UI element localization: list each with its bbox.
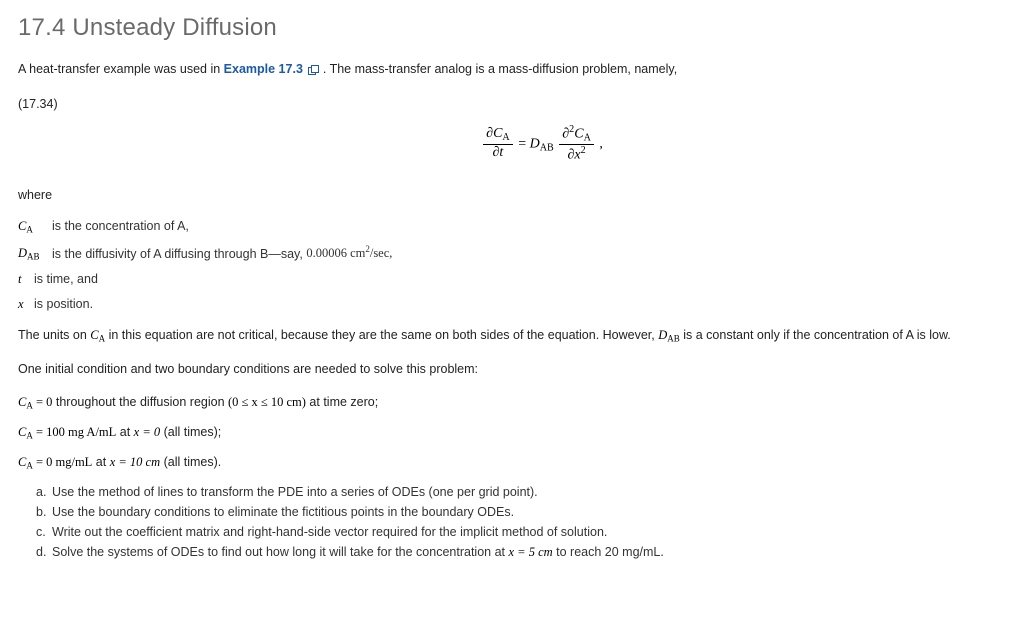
part-d-pre: Solve the systems of ODEs to find out ho… bbox=[52, 545, 508, 559]
conditions-intro: One initial condition and two boundary c… bbox=[18, 360, 1006, 379]
c2-at: at bbox=[116, 425, 133, 439]
def-DAB-val: 0.00006 cm bbox=[306, 246, 365, 260]
units-DAB-D: D bbox=[658, 328, 667, 342]
def-row-CA: CA is the concentration of A, bbox=[18, 219, 1006, 235]
c1-pre: throughout the diffusion region bbox=[52, 395, 228, 409]
def-x-desc: is position. bbox=[34, 297, 1006, 311]
c2-post: (all times); bbox=[160, 425, 221, 439]
part-b-text: Use the boundary conditions to eliminate… bbox=[52, 505, 514, 519]
document-page: 17.4 Unsteady Diffusion A heat-transfer … bbox=[0, 0, 1024, 583]
eq-rhs-den: ∂x bbox=[567, 147, 580, 162]
part-d-math: x = 5 cm bbox=[508, 545, 552, 559]
popout-icon bbox=[308, 62, 319, 81]
intro-paragraph: A heat-transfer example was used in Exam… bbox=[18, 60, 1006, 81]
part-d-post: to reach 20 mg/mL. bbox=[553, 545, 664, 559]
def-CA-symbol: CA bbox=[18, 219, 52, 235]
def-DAB-sub: AB bbox=[27, 252, 40, 262]
c3-post: (all times). bbox=[160, 455, 221, 469]
c1-sub: A bbox=[26, 400, 33, 410]
example-link-text: Example 17.3 bbox=[224, 62, 303, 76]
section-title: 17.4 Unsteady Diffusion bbox=[18, 14, 1006, 42]
units-note-pre: The units on bbox=[18, 328, 90, 342]
def-t-symbol: t bbox=[18, 272, 34, 287]
c1-post: at time zero; bbox=[306, 395, 378, 409]
def-DAB-symbol: DAB bbox=[18, 246, 52, 262]
part-c-text: Write out the coefficient matrix and rig… bbox=[52, 525, 607, 539]
def-t-desc: is time, and bbox=[34, 272, 1006, 286]
eq-rhs-frac: ∂2CA ∂x2 bbox=[559, 124, 594, 165]
units-CA-C: C bbox=[90, 328, 98, 342]
def-CA-desc: is the concentration of A, bbox=[52, 219, 1006, 233]
c3-sub: A bbox=[26, 460, 33, 470]
conditions-block: CA = 0 throughout the diffusion region (… bbox=[18, 393, 1006, 473]
eq-rhs-CA-sub: A bbox=[584, 132, 591, 143]
eq-CA-sub: A bbox=[502, 132, 509, 143]
eq-lhs-den: ∂t bbox=[493, 145, 504, 160]
condition-3: CA = 0 mg/mL at x = 10 cm (all times). bbox=[18, 453, 1006, 473]
c2-eq: = 100 mg A/mL bbox=[36, 425, 116, 439]
eq-lhs-frac: ∂CA ∂t bbox=[483, 126, 513, 162]
equation-number: (17.34) bbox=[18, 95, 1006, 114]
example-link[interactable]: Example 17.3 bbox=[224, 62, 323, 76]
intro-prefix: A heat-transfer example was used in bbox=[18, 62, 224, 76]
c1-range: (0 ≤ x ≤ 10 cm) bbox=[228, 395, 306, 409]
c3-x: x = 10 cm bbox=[110, 455, 160, 469]
equation: ∂CA ∂t = DAB ∂2CA ∂x2 , bbox=[78, 124, 1006, 165]
part-a: a.Use the method of lines to transform t… bbox=[36, 483, 1006, 501]
parts-list: a.Use the method of lines to transform t… bbox=[36, 483, 1006, 562]
part-c: c.Write out the coefficient matrix and r… bbox=[36, 523, 1006, 541]
c1-eq: = 0 bbox=[36, 395, 52, 409]
eq-tail: , bbox=[596, 136, 603, 151]
def-DAB-D: D bbox=[18, 246, 27, 260]
part-a-text: Use the method of lines to transform the… bbox=[52, 485, 538, 499]
c3-at: at bbox=[92, 455, 109, 469]
where-label: where bbox=[18, 186, 1006, 205]
eq-rhs-CA-C: C bbox=[574, 126, 583, 141]
def-row-x: x is position. bbox=[18, 297, 1006, 312]
def-row-t: t is time, and bbox=[18, 272, 1006, 287]
eq-sign: = bbox=[518, 136, 529, 151]
c3-eq: = 0 mg/mL bbox=[36, 455, 92, 469]
units-note: The units on CA in this equation are not… bbox=[18, 326, 1006, 346]
units-note-mid: in this equation are not critical, becau… bbox=[105, 328, 658, 342]
c2-x: x = 0 bbox=[134, 425, 160, 439]
def-CA-sub: A bbox=[26, 225, 33, 235]
eq-D-sub: AB bbox=[540, 142, 554, 153]
definitions-list: CA is the concentration of A, DAB is the… bbox=[18, 219, 1006, 312]
units-DAB-sub: AB bbox=[667, 334, 680, 344]
part-d: d.Solve the systems of ODEs to find out … bbox=[36, 543, 1006, 561]
intro-suffix: . The mass-transfer analog is a mass-dif… bbox=[323, 62, 677, 76]
def-DAB-pre: is the diffusivity of A diffusing throug… bbox=[52, 246, 306, 260]
def-DAB-desc: is the diffusivity of A diffusing throug… bbox=[52, 245, 1006, 262]
def-x-symbol: x bbox=[18, 297, 34, 312]
eq-D: D bbox=[530, 136, 540, 151]
part-b: b.Use the boundary conditions to elimina… bbox=[36, 503, 1006, 521]
condition-2: CA = 100 mg A/mL at x = 0 (all times); bbox=[18, 423, 1006, 443]
units-note-post: is a constant only if the concentration … bbox=[680, 328, 951, 342]
def-DAB-post: /sec, bbox=[370, 246, 393, 260]
c2-sub: A bbox=[26, 430, 33, 440]
eq-rhs-den-sup: 2 bbox=[581, 145, 586, 156]
def-row-DAB: DAB is the diffusivity of A diffusing th… bbox=[18, 245, 1006, 262]
condition-1: CA = 0 throughout the diffusion region (… bbox=[18, 393, 1006, 413]
